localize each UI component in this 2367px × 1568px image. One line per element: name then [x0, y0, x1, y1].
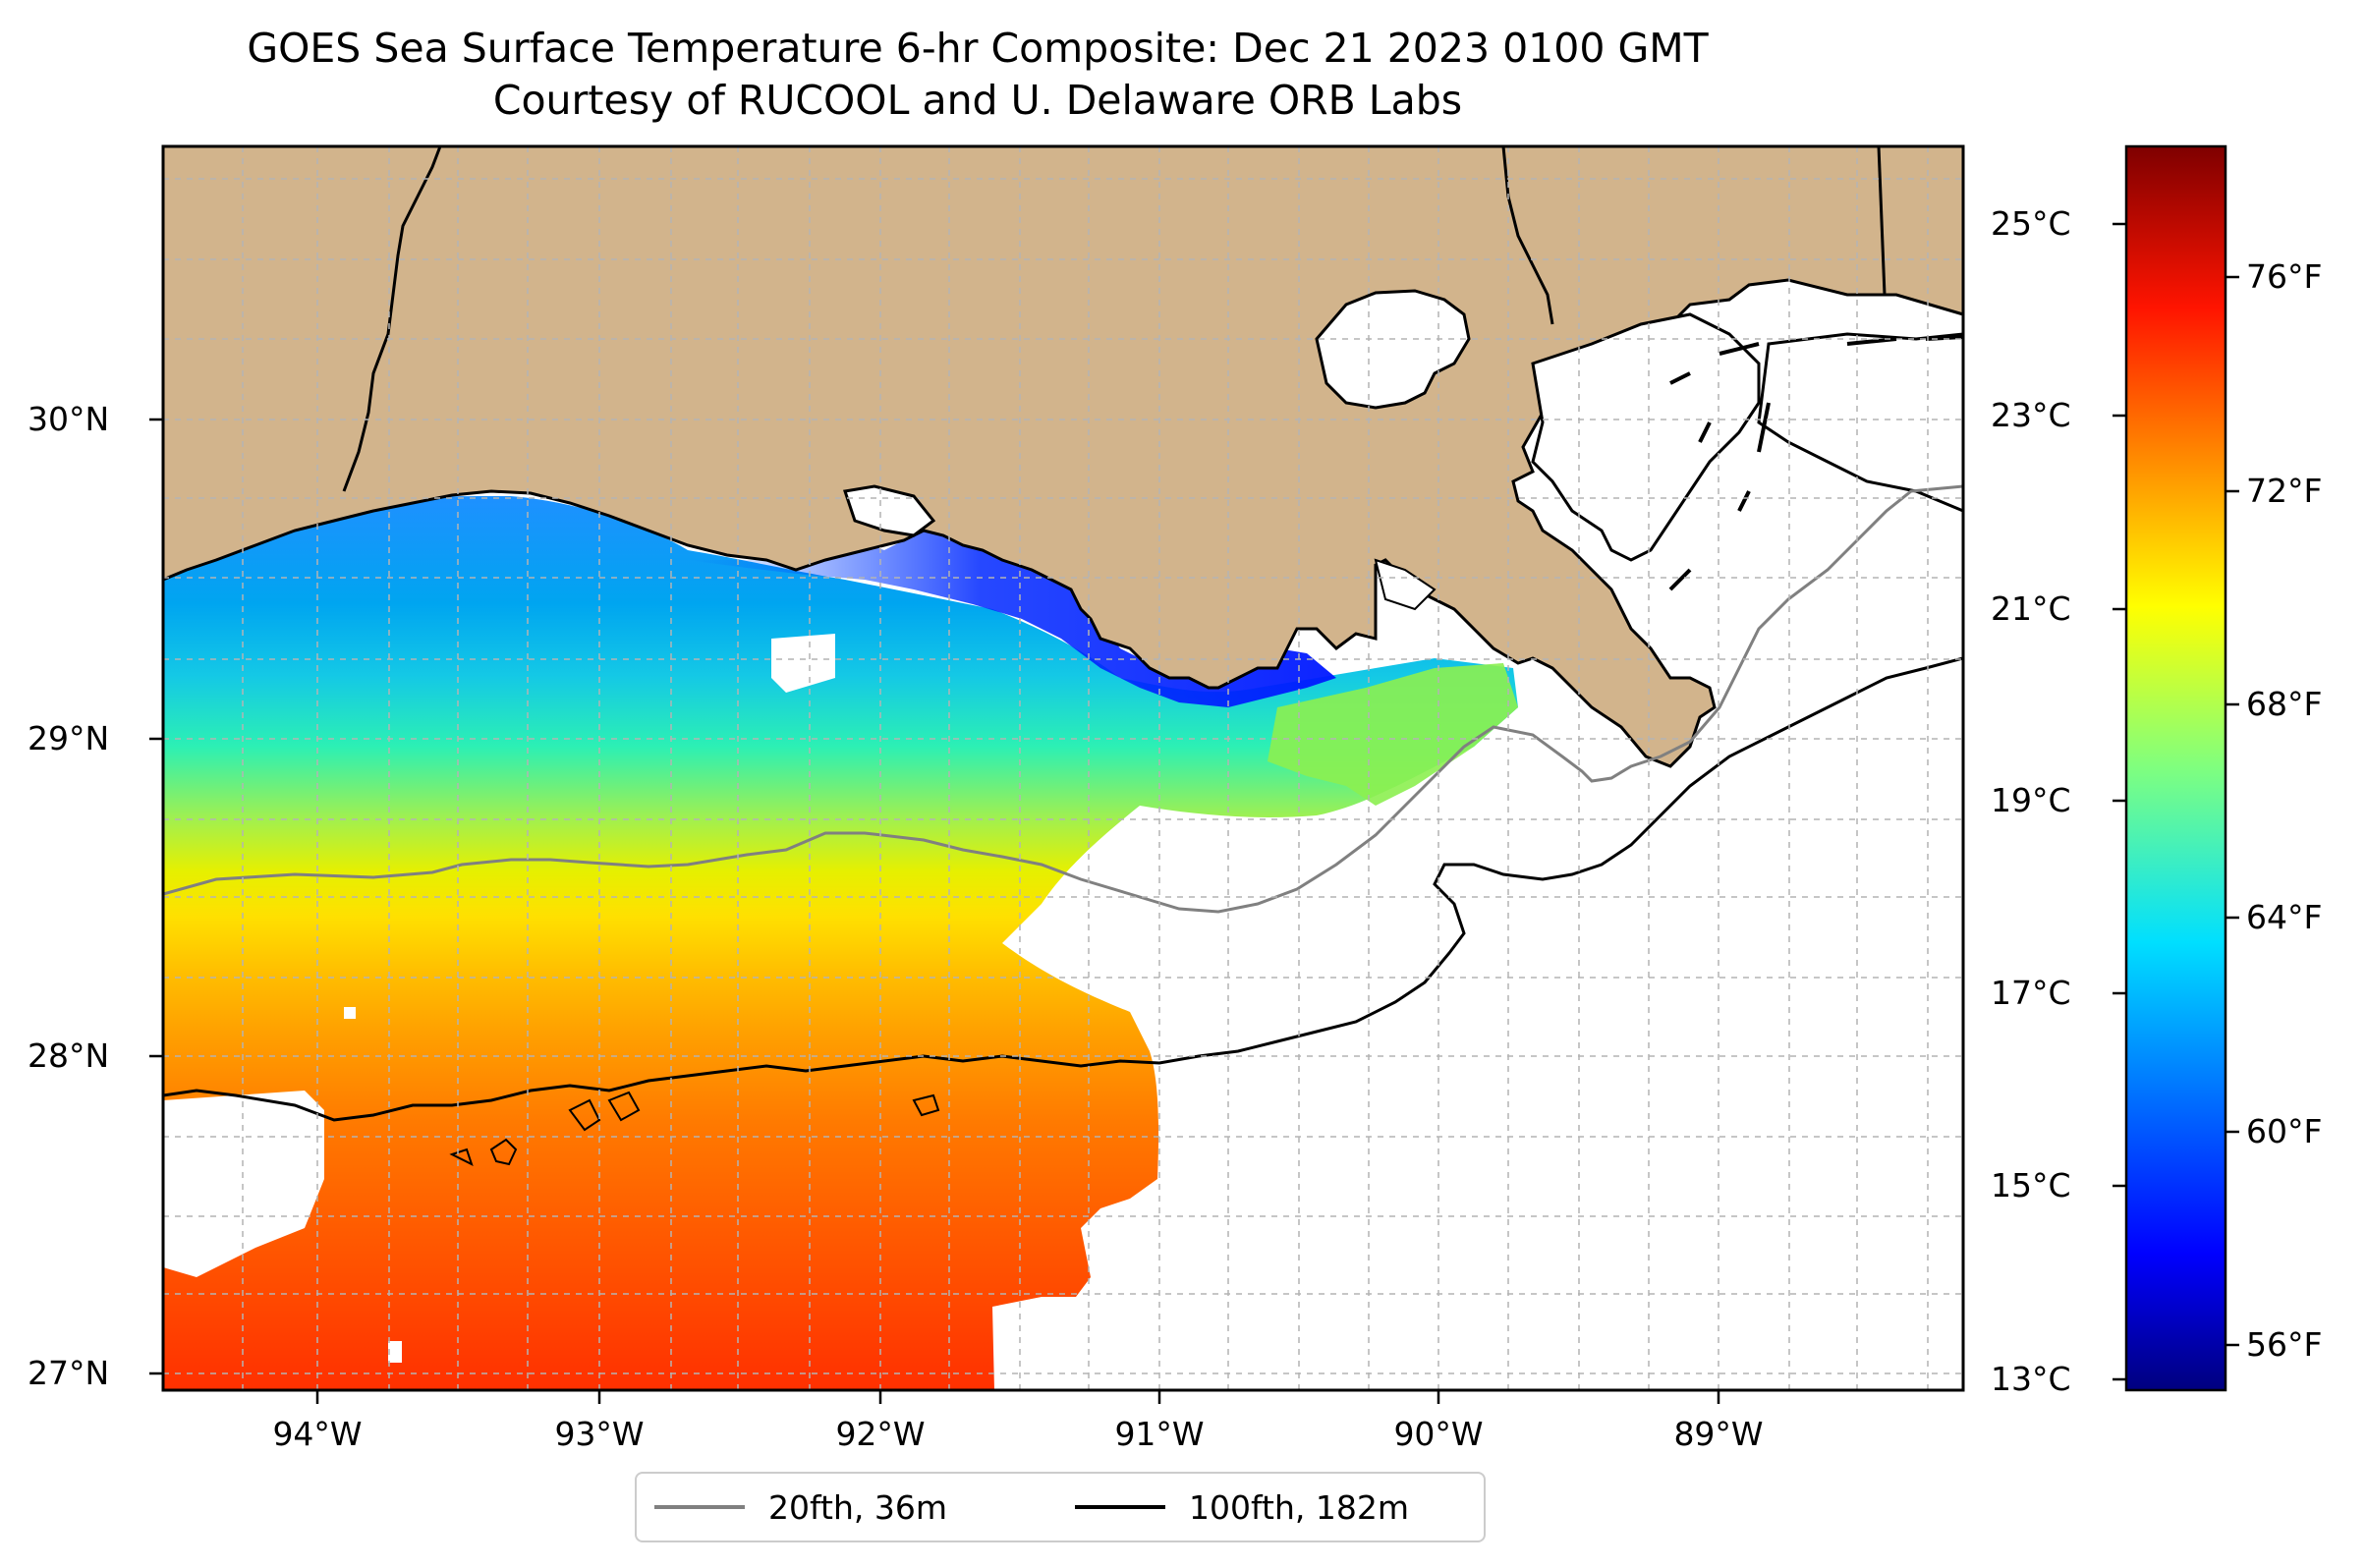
land-louisiana [163, 146, 1963, 768]
axis-ticks [149, 418, 1720, 1404]
lon-label-90w: 90°W [1393, 1415, 1484, 1453]
lon-label-92w: 92°W [835, 1415, 926, 1453]
contour-legend: 20fth, 36m 100fth, 182m [635, 1472, 1486, 1542]
colorbar-celsius-label: 21°C [1991, 589, 2071, 628]
map-subtitle: Courtesy of RUCOOL and U. Delaware ORB L… [492, 77, 1463, 124]
colorbar-fahrenheit-label: 68°F [2246, 685, 2323, 723]
missing-patch [771, 634, 835, 693]
legend-item-100fth: 100fth, 182m [1075, 1474, 1409, 1540]
colorbar-fahrenheit-label: 60°F [2246, 1112, 2323, 1150]
lon-label-94w: 94°W [272, 1415, 363, 1453]
gridlines [163, 146, 1963, 1390]
lat-label-29n: 29°N [28, 719, 110, 757]
colorbar-celsius-label: 15°C [1991, 1166, 2071, 1204]
lat-label-28n: 28°N [28, 1036, 110, 1075]
legend-line-gray [654, 1505, 745, 1509]
colorbar [2124, 144, 2227, 1392]
colorbar-fahrenheit-label: 72°F [2246, 472, 2323, 510]
state-boundary [1877, 146, 1887, 296]
map-title: GOES Sea Surface Temperature 6-hr Compos… [247, 25, 1709, 72]
legend-item-20fth: 20fth, 36m [654, 1474, 947, 1540]
cold-coastal-water [688, 531, 1336, 707]
colorbar-celsius-label: 23°C [1991, 396, 2071, 434]
colorbar-celsius-label: 17°C [1991, 974, 2071, 1012]
state-boundary [1501, 146, 1554, 325]
sound-water [1531, 312, 1761, 562]
lat-label-30n: 30°N [28, 400, 110, 438]
colorbar-fahrenheit-label: 76°F [2246, 257, 2323, 296]
contour-100fth [163, 656, 1963, 1122]
lat-label-27n: 27°N [28, 1354, 110, 1392]
lon-label-93w: 93°W [554, 1415, 645, 1453]
legend-line-black [1075, 1505, 1165, 1509]
colorbar-fahrenheit-label: 56°F [2246, 1325, 2323, 1364]
legend-label: 20fth, 36m [768, 1487, 947, 1527]
colorbar-celsius-label: 19°C [1991, 781, 2071, 819]
state-boundary [342, 146, 442, 492]
lake-pontchartrain [1315, 289, 1471, 410]
colorbar-celsius-label: 13°C [1991, 1360, 2071, 1398]
lon-label-89w: 89°W [1673, 1415, 1764, 1453]
sst-field [163, 496, 1518, 1390]
legend-label: 100fth, 182m [1189, 1487, 1409, 1527]
lon-label-91w: 91°W [1114, 1415, 1205, 1453]
warm-plume [1268, 663, 1518, 806]
colorbar-ticks [2113, 222, 2239, 1381]
colorbar-celsius-label: 25°C [1991, 204, 2071, 243]
plot-frame [161, 144, 1965, 1392]
colorbar-fahrenheit-label: 64°F [2246, 898, 2323, 936]
